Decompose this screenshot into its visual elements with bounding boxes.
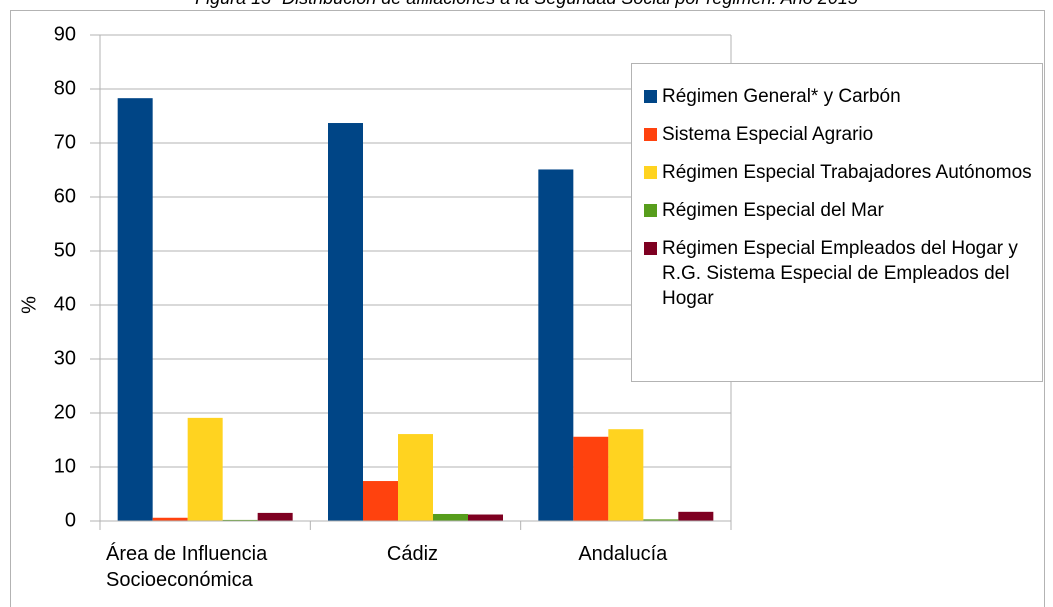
y-tick-label: 70 xyxy=(54,131,76,153)
bar xyxy=(608,429,644,521)
legend-swatch xyxy=(644,204,657,217)
bar xyxy=(538,169,574,521)
legend-item: Régimen Especial Trabajadores Autónomos xyxy=(644,160,1032,185)
y-tick-label: 60 xyxy=(54,185,76,207)
legend-swatch xyxy=(644,242,657,255)
legend-label: Sistema Especial Agrario xyxy=(662,124,874,145)
legend-label: Régimen Especial Empleados del Hogar y R… xyxy=(662,238,1018,309)
legend-swatch xyxy=(644,90,657,103)
bar xyxy=(187,417,223,521)
y-tick-label: 30 xyxy=(54,347,76,369)
bar xyxy=(643,519,679,521)
bar xyxy=(573,436,609,521)
x-tick-label: Cádiz xyxy=(386,543,439,565)
bar xyxy=(117,98,153,522)
bar xyxy=(468,514,503,521)
chart-border xyxy=(10,10,1045,607)
bar xyxy=(328,123,363,522)
bar xyxy=(222,519,258,521)
y-tick-label: 50 xyxy=(54,239,76,261)
y-axis-label: % xyxy=(18,296,40,314)
y-tick-label: 0 xyxy=(65,509,76,531)
legend-swatch xyxy=(644,166,657,179)
legend: Régimen General* y Carbón Sistema Especia… xyxy=(631,63,1043,382)
legend-label: Régimen Especial del Mar xyxy=(662,200,884,221)
bar xyxy=(257,512,293,521)
y-tick-label: 10 xyxy=(54,455,76,477)
legend-item: Sistema Especial Agrario xyxy=(644,122,1032,147)
legend-swatch xyxy=(644,128,657,141)
y-tick-label: 80 xyxy=(54,77,76,99)
chart-title: Figura 13- Distribución de afiliaciones … xyxy=(0,0,1053,9)
bar xyxy=(152,517,188,521)
y-tick-label: 20 xyxy=(54,401,76,423)
legend-item: Régimen General* y Carbón xyxy=(644,84,1032,109)
x-tick-label: Andalucía xyxy=(578,543,668,565)
bar xyxy=(398,434,433,521)
y-tick-label: 90 xyxy=(54,23,76,45)
legend-label: Régimen General* y Carbón xyxy=(662,86,901,107)
bar xyxy=(363,481,398,521)
x-tick-label: Área de Influencia Socioeconómica xyxy=(106,543,268,591)
legend-label: Régimen Especial Trabajadores Autónomos xyxy=(662,162,1032,183)
legend-item: Régimen Especial Empleados del Hogar y R… xyxy=(644,236,1032,311)
legend-item: Régimen Especial del Mar xyxy=(644,198,1032,223)
bar xyxy=(678,511,714,521)
y-tick-label: 40 xyxy=(54,293,76,315)
bar xyxy=(433,513,468,521)
